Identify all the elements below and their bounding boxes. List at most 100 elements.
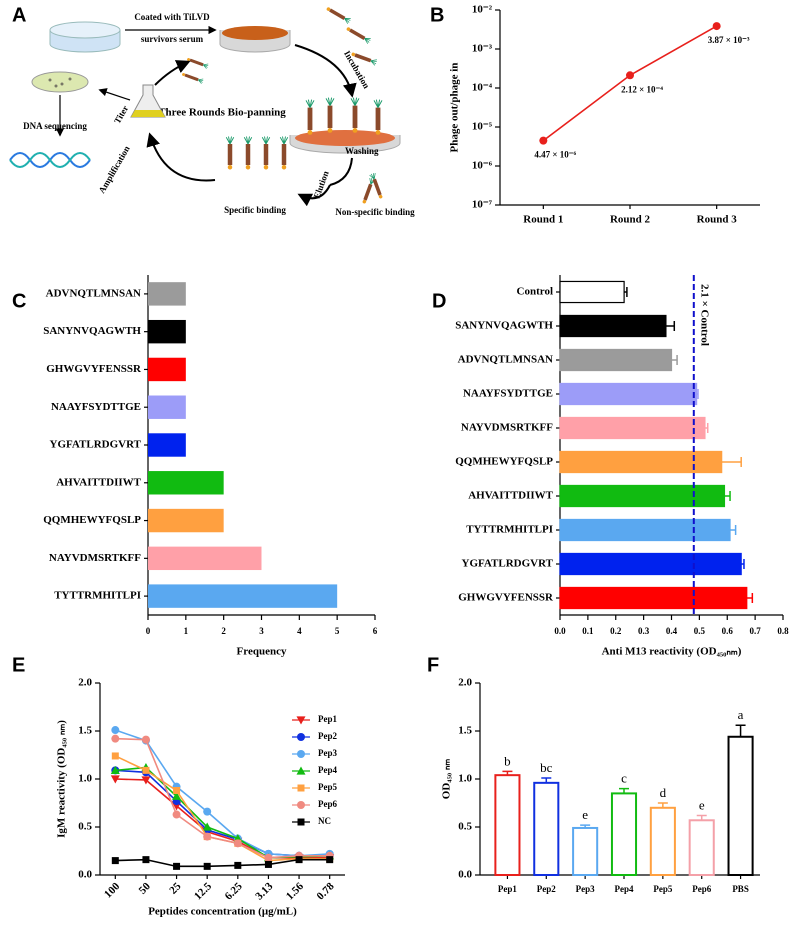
error-bar	[724, 491, 731, 501]
x-tick-label: 0.5	[694, 626, 706, 636]
step-label: Elution	[312, 170, 331, 200]
x-tick-label: PBS	[732, 884, 749, 894]
marker	[296, 716, 306, 725]
x-tick-label: Round 2	[610, 214, 651, 226]
x-tick-label: Pep5	[653, 884, 672, 894]
y-tick-label: NAAYFSYDTTGE	[51, 401, 141, 413]
x-tick-label: 0.7	[750, 626, 762, 636]
bar	[148, 471, 224, 495]
y-tick-label: GHWGVYFENSSR	[458, 592, 554, 604]
arrow	[329, 157, 353, 186]
line	[115, 737, 330, 859]
bar	[148, 433, 186, 457]
y-tick-label: 0.5	[458, 821, 472, 833]
dna-strand	[9, 152, 91, 168]
marker	[111, 726, 120, 735]
dish-coat	[295, 130, 395, 146]
significance-letter: bc	[540, 760, 553, 775]
error-bar	[735, 724, 746, 737]
marker	[142, 856, 150, 864]
x-axis-label: Anti M13 reactivity (OD₄₅₀ₙₘ)	[602, 646, 742, 658]
panel-letter: F	[427, 654, 439, 676]
specific-phages	[225, 136, 289, 170]
bar	[559, 314, 667, 338]
y-axis-label: Phage out/phage in	[449, 63, 461, 153]
x-axis-label: Peptides concentration (μg/mL)	[148, 906, 297, 918]
arrow	[297, 184, 331, 207]
x-tick-label: Pep4	[615, 884, 634, 894]
x-tick-label: Pep1	[498, 884, 517, 894]
x-tick-label: 0.0	[554, 626, 566, 636]
x-tick-label: 0.3	[638, 626, 650, 636]
panel-letter: A	[12, 4, 26, 26]
y-tick-label: 1.0	[78, 773, 92, 785]
reference-label: 2.1 × Control	[698, 284, 710, 346]
y-tick-label: NAAYFSYDTTGE	[463, 388, 553, 400]
y-tick-label: SANYNVQAGWTH	[455, 320, 553, 332]
bar	[649, 806, 676, 876]
significance-letter: b	[504, 753, 511, 768]
x-tick-label: Pep3	[576, 884, 595, 894]
y-tick-label: 1.0	[458, 773, 472, 785]
x-tick-label: 3.13	[253, 880, 275, 902]
y-axis-label: IgM reactivity (OD₄₅₀ ₙₘ)	[56, 720, 68, 838]
significance-letter: a	[738, 707, 744, 722]
x-tick-label: 2	[221, 626, 226, 636]
legend-label: Pep3	[318, 748, 337, 758]
marker	[202, 822, 212, 831]
bar	[559, 484, 726, 508]
bar	[148, 546, 262, 571]
significance-letter: c	[621, 771, 627, 786]
marker	[539, 136, 548, 145]
y-tick-label: ADVNQTLMNSAN	[458, 354, 553, 366]
x-tick-label: 1.56	[284, 880, 306, 902]
x-tick-label: 6.25	[223, 880, 245, 902]
marker	[110, 775, 120, 784]
step-label: DNA sequencing	[23, 121, 87, 131]
line	[115, 769, 330, 857]
bar	[148, 357, 186, 382]
center-label: Three Rounds Bio-panning	[158, 107, 286, 119]
significance-letter: e	[582, 807, 588, 822]
marker	[297, 750, 305, 758]
marker	[203, 832, 212, 841]
panel-letter: D	[432, 290, 446, 312]
marker	[203, 862, 211, 870]
x-tick-label: 0	[146, 626, 151, 636]
significance-letter: d	[660, 785, 667, 800]
y-tick-label: YGFATLRDGVRT	[462, 558, 554, 570]
y-tick-label: QQMHEWYFQSLP	[455, 456, 553, 468]
x-tick-label: 0.1	[582, 626, 594, 636]
bar	[148, 282, 186, 306]
bar	[559, 348, 673, 372]
x-tick-label: 12.5	[192, 880, 214, 902]
bar	[727, 735, 754, 877]
significance-letter: e	[699, 797, 705, 812]
panel-letter: E	[12, 654, 25, 676]
step-label: Titer	[112, 104, 130, 126]
x-tick-label: 3	[259, 626, 264, 636]
y-tick-label: NAYVDMSRTKFF	[49, 552, 141, 564]
error-bar	[657, 802, 668, 808]
arrow	[294, 44, 357, 98]
marker	[297, 801, 305, 809]
y-tick-label: 2.0	[78, 677, 92, 689]
bar	[559, 552, 742, 576]
step-label: Non-specific binding	[335, 207, 415, 217]
dish-top	[49, 21, 121, 39]
marker	[111, 734, 120, 743]
marker	[111, 752, 119, 760]
y-tick-label: 10⁻²	[472, 4, 493, 16]
y-tick-label: 10⁻⁴	[472, 82, 493, 94]
marker	[111, 857, 119, 865]
error-bar	[721, 457, 742, 467]
bar	[559, 586, 748, 610]
error-bar	[704, 423, 709, 433]
y-tick-label: YGFATLRDGVRT	[50, 439, 142, 451]
y-tick-label: 1.5	[78, 725, 92, 737]
x-tick-label: 6	[373, 626, 378, 636]
error-bar	[696, 814, 707, 821]
value-label: 4.47 × 10⁻⁶	[534, 150, 576, 160]
y-tick-label: GHWGVYFENSSR	[46, 363, 142, 375]
